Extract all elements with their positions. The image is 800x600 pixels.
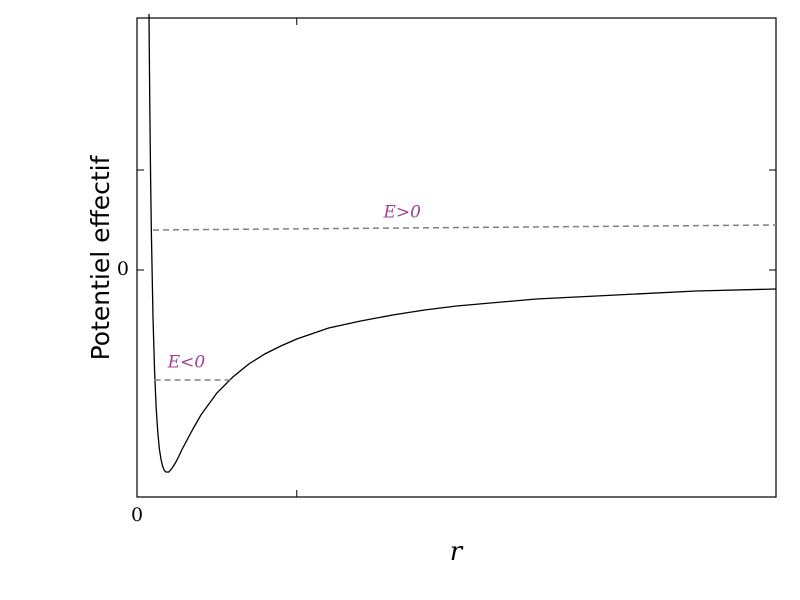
series-line	[152, 224, 777, 231]
plot-frame	[136, 17, 777, 498]
y-axis-label: Potentiel effectif	[86, 154, 115, 360]
series-line	[148, 13, 777, 473]
series-label: E<0	[167, 353, 206, 373]
y-tick-label: 0	[117, 258, 129, 280]
series-label: E>0	[382, 203, 421, 223]
x-tick-label: 0	[131, 504, 143, 526]
x-axis-label: r	[450, 537, 464, 567]
